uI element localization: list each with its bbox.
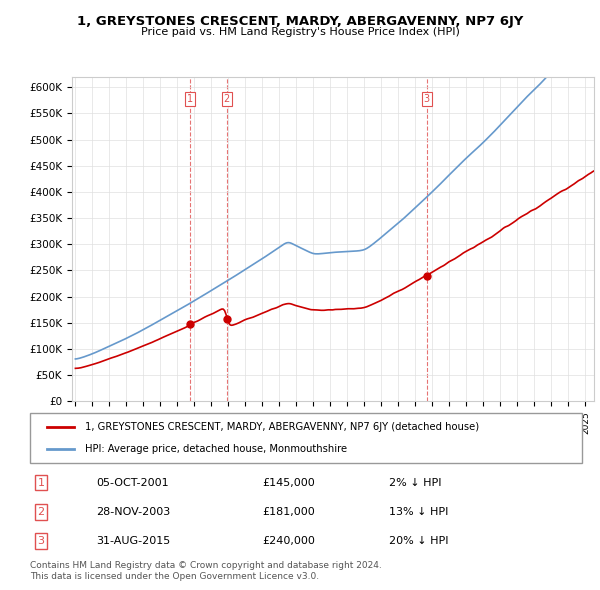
Text: 2: 2 xyxy=(224,94,230,104)
Text: 05-OCT-2001: 05-OCT-2001 xyxy=(96,477,169,487)
Text: 1, GREYSTONES CRESCENT, MARDY, ABERGAVENNY, NP7 6JY: 1, GREYSTONES CRESCENT, MARDY, ABERGAVEN… xyxy=(77,15,523,28)
FancyBboxPatch shape xyxy=(30,413,582,463)
Text: £240,000: £240,000 xyxy=(262,536,315,546)
Text: 2: 2 xyxy=(37,507,44,517)
Text: HPI: Average price, detached house, Monmouthshire: HPI: Average price, detached house, Monm… xyxy=(85,444,347,454)
Text: This data is licensed under the Open Government Licence v3.0.: This data is licensed under the Open Gov… xyxy=(30,572,319,581)
Text: 20% ↓ HPI: 20% ↓ HPI xyxy=(389,536,448,546)
Text: 1: 1 xyxy=(187,94,193,104)
Text: Contains HM Land Registry data © Crown copyright and database right 2024.: Contains HM Land Registry data © Crown c… xyxy=(30,560,382,569)
Text: 13% ↓ HPI: 13% ↓ HPI xyxy=(389,507,448,517)
Text: 3: 3 xyxy=(38,536,44,546)
Text: Price paid vs. HM Land Registry's House Price Index (HPI): Price paid vs. HM Land Registry's House … xyxy=(140,27,460,37)
Text: £145,000: £145,000 xyxy=(262,477,314,487)
Text: 31-AUG-2015: 31-AUG-2015 xyxy=(96,536,170,546)
Text: £181,000: £181,000 xyxy=(262,507,314,517)
Text: 1, GREYSTONES CRESCENT, MARDY, ABERGAVENNY, NP7 6JY (detached house): 1, GREYSTONES CRESCENT, MARDY, ABERGAVEN… xyxy=(85,422,479,432)
Text: 2% ↓ HPI: 2% ↓ HPI xyxy=(389,477,442,487)
Text: 28-NOV-2003: 28-NOV-2003 xyxy=(96,507,170,517)
Text: 1: 1 xyxy=(38,477,44,487)
Text: 3: 3 xyxy=(424,94,430,104)
